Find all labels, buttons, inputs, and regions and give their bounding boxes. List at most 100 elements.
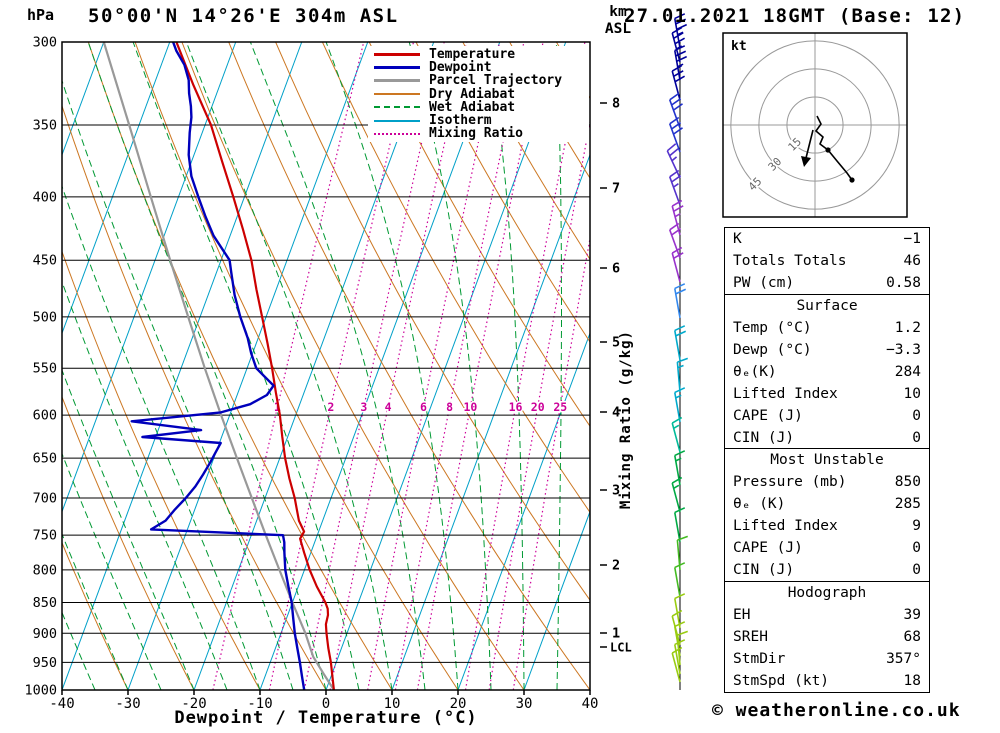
row-value: 0 (912, 540, 921, 556)
row-label: θₑ(K) (733, 363, 777, 380)
wind-barb (674, 450, 686, 486)
most-unstable-section: Most Unstable Pressure (mb) 850 θₑ (K) 285… (724, 448, 930, 582)
pressure-axis-unit: hPa (27, 6, 55, 24)
svg-text:40: 40 (582, 696, 599, 712)
row-value: 0 (912, 562, 921, 578)
legend-item-temperature: Temperature (374, 48, 589, 61)
row-value: −1 (903, 231, 921, 247)
row-value: 10 (903, 385, 921, 402)
row-label: StmSpd (kt) (733, 672, 830, 689)
lcl-label: LCL (610, 641, 632, 655)
hodograph-trace (815, 115, 853, 181)
svg-text:-30: -30 (115, 696, 140, 712)
svg-text:950: 950 (33, 655, 57, 671)
svg-text:750: 750 (33, 528, 57, 544)
table-row: Pressure (mb) 850 (725, 471, 929, 493)
legend-line-isotherm (374, 119, 420, 122)
row-label: θₑ (K) (733, 496, 786, 512)
svg-text:650: 650 (33, 451, 57, 467)
row-label: CAPE (J) (733, 540, 803, 556)
svg-text:30: 30 (516, 696, 533, 712)
svg-text:6: 6 (612, 261, 620, 277)
hodograph-dot (849, 177, 855, 183)
svg-text:2: 2 (612, 558, 620, 574)
svg-text:3: 3 (360, 400, 367, 414)
hodograph-frame (722, 32, 908, 218)
legend-item-mixing-ratio: Mixing Ratio (374, 127, 589, 140)
parcel-trajectory-curve (102, 42, 335, 690)
hodograph-ring (786, 96, 844, 154)
legend-item-parcel: Parcel Trajectory (374, 74, 589, 87)
row-value: 39 (903, 606, 921, 623)
legend-label: Dewpoint (429, 60, 492, 76)
row-value: 0 (912, 429, 921, 446)
legend: Temperature Dewpoint Parcel Trajectory D… (368, 46, 589, 143)
wind-barb (671, 64, 686, 101)
summary-indices-section: K −1 Totals Totals 46 PW (cm) 0.58 (724, 227, 930, 295)
section-header: Hodograph (787, 584, 867, 601)
table-row: θₑ (K) 285 (725, 493, 929, 515)
surface-section: Surface Temp (°C) 1.2 Dewp (°C) −3.3 θₑ(K)… (724, 293, 930, 450)
row-label: CIN (J) (733, 562, 795, 578)
wind-barb (674, 325, 687, 361)
svg-text:30: 30 (766, 155, 785, 174)
row-label: K (733, 231, 742, 247)
row-label: Pressure (mb) (733, 474, 847, 490)
svg-text:550: 550 (33, 361, 57, 377)
storm-motion-arrowhead (801, 156, 811, 167)
pressure-tick-labels: 300 350 400 450 500 550 600 650 700 750 800 850 900 9… (24, 35, 57, 699)
svg-text:2: 2 (327, 400, 334, 414)
copyright: © weatheronline.co.uk (712, 700, 961, 721)
station-title: 50°00'N 14°26'E 304m ASL (88, 5, 399, 27)
svg-text:350: 350 (33, 117, 57, 133)
table-row: K −1 (725, 228, 929, 250)
svg-text:1: 1 (612, 626, 620, 642)
temperature-tick-labels: -40 -30 -20 -10 0 10 20 30 40 (49, 690, 598, 712)
legend-line-temperature (374, 53, 420, 57)
legend-label: Dry Adiabat (429, 86, 516, 102)
wind-barb (671, 476, 683, 513)
wind-barb (674, 283, 687, 319)
legend-item-dry-adiabat: Dry Adiabat (374, 88, 589, 101)
row-label: CAPE (J) (733, 407, 803, 424)
row-value: 0 (912, 407, 921, 424)
legend-label: Parcel Trajectory (429, 73, 563, 89)
datetime-label: 27.01.2021 18GMT (Base: 12) (624, 5, 966, 27)
svg-text:600: 600 (33, 408, 57, 424)
row-label: CIN (J) (733, 429, 795, 446)
svg-text:450: 450 (33, 253, 57, 269)
table-row: Temp (°C) 1.2 (725, 317, 929, 339)
km-axis-unit: km ASL (598, 4, 638, 38)
legend-line-parcel (374, 79, 420, 83)
legend-line-wet-adiabat (374, 106, 420, 109)
table-row: θₑ(K) 284 (725, 361, 929, 383)
table-row: CIN (J) 0 (725, 559, 929, 581)
row-label: Lifted Index (733, 385, 838, 402)
wind-barb (668, 222, 682, 259)
x-axis-label: Dewpoint / Temperature (°C) (174, 708, 478, 728)
table-row: CAPE (J) 0 (725, 405, 929, 427)
legend-item-wet-adiabat: Wet Adiabat (374, 101, 589, 114)
wind-barb (668, 92, 683, 129)
svg-text:15: 15 (786, 135, 805, 154)
row-label: EH (733, 606, 751, 623)
svg-text:20: 20 (531, 400, 545, 414)
row-value: 1.2 (894, 319, 921, 336)
hodograph-dot (825, 147, 831, 153)
wind-barb (674, 13, 688, 49)
table-row: StmSpd (kt) 18 (725, 670, 929, 692)
wind-barb (676, 630, 688, 666)
wind-barb (674, 387, 686, 423)
svg-text:8: 8 (612, 96, 620, 112)
isotherm-lines (62, 42, 590, 690)
svg-text:800: 800 (33, 562, 57, 578)
table-row: Totals Totals 46 (725, 250, 929, 272)
legend-item-isotherm: Isotherm (374, 114, 589, 127)
wind-barb (671, 246, 684, 283)
hodograph-unit-label: kt (731, 39, 747, 54)
wind-barb (674, 639, 686, 675)
hodograph-ring (758, 68, 872, 182)
wind-barb (674, 562, 686, 598)
row-value: 284 (894, 363, 921, 380)
